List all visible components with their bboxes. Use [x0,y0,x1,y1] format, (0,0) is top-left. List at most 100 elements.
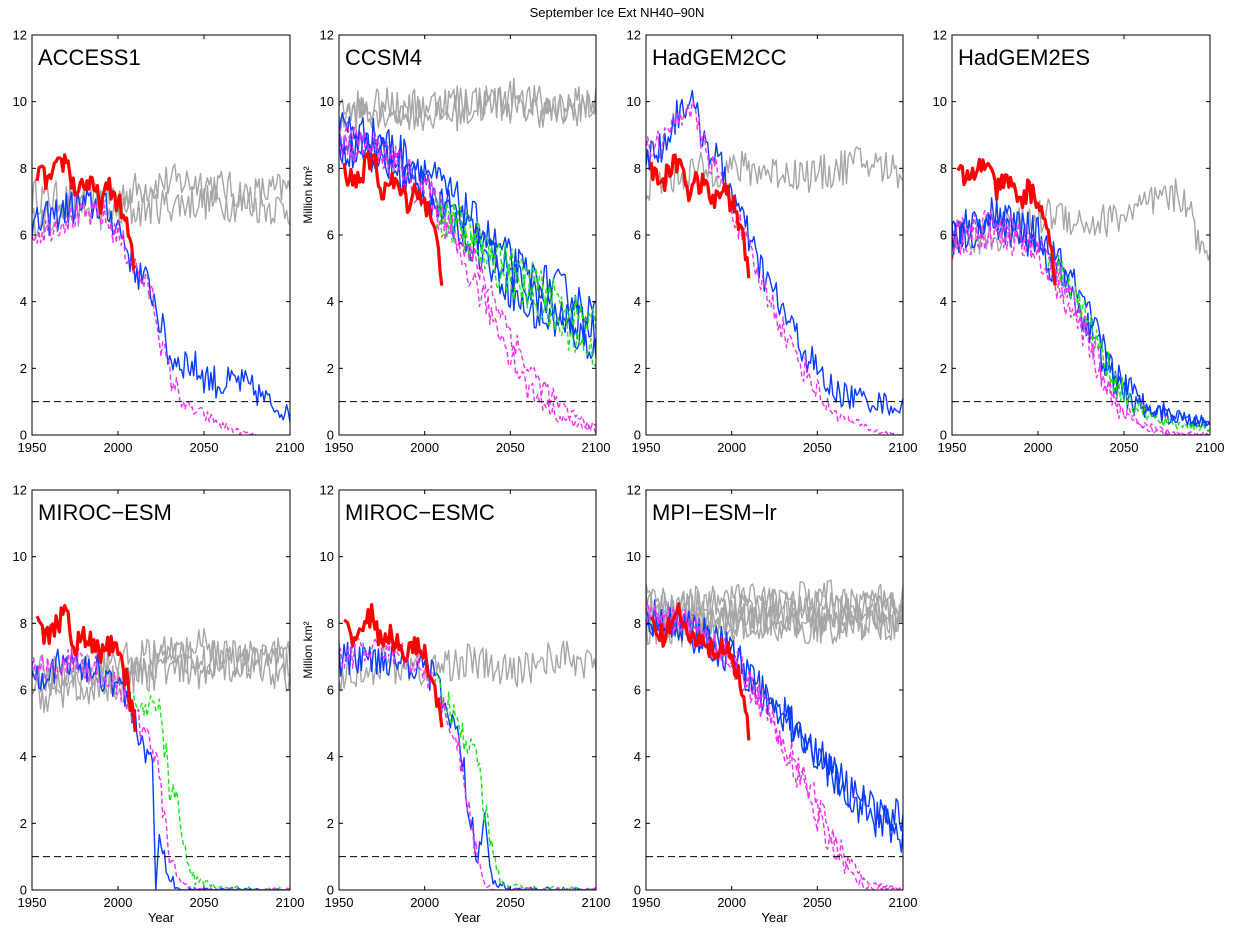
x-axis-label: Year [148,910,175,925]
rcp-green-line [434,192,596,333]
panel-0: 1950 2000 2050 2100 0 2 4 6 8 10 12 ACCESS1 [13,28,305,456]
axes-frame [645,34,904,436]
x-tick-label: 2000 [1024,440,1053,455]
observed-line [956,157,1057,286]
y-tick-label: 6 [327,228,334,243]
model-label: ACCESS1 [38,45,141,70]
rcp-magenta-line [646,100,903,435]
x-tick-label: 2100 [582,440,611,455]
x-tick-label: 1950 [325,440,354,455]
rcp-magenta-line [339,633,596,890]
figure-title: September Ice Ext NH40–90N [529,5,705,20]
x-tick-label: 2000 [104,895,133,910]
x-tick-label: 2050 [190,440,219,455]
y-tick-label: 0 [327,883,334,898]
y-tick-label: 8 [940,161,947,176]
control-line [952,178,1210,261]
observed-line [35,153,137,270]
rcp-magenta-line [646,600,903,890]
y-tick-label: 8 [327,161,334,176]
observed-line [35,604,137,733]
y-tick-label: 2 [327,361,334,376]
rcp-magenta-line [32,646,290,890]
plot-area [32,604,290,890]
rcp-solid-line [646,89,903,416]
y-tick-label: 8 [327,616,334,631]
y-tick-label: 4 [20,749,27,764]
y-tick-label: 4 [634,749,641,764]
y-tick-label: 0 [634,428,641,443]
y-tick-label: 8 [634,161,641,176]
panel-6: 1950 2000 2050 2100 0 2 4 6 8 10 12 MPI−ESM−lr Year [627,483,918,926]
rcp-green-line [434,208,596,368]
x-tick-label: 2050 [803,440,832,455]
control-line [339,77,596,133]
y-tick-label: 10 [320,94,334,109]
x-axis-label: Year [761,910,788,925]
rcp-solid-line [646,608,903,832]
y-tick-label: 8 [20,616,27,631]
y-axis-label: Million km² [301,166,315,223]
y-tick-label: 2 [634,816,641,831]
x-tick-label: 2000 [717,440,746,455]
y-tick-label: 10 [933,94,947,109]
panel-2: 1950 2000 2050 2100 0 2 4 6 8 10 12 HadGEM2CC [627,28,918,456]
y-tick-label: 10 [13,94,27,109]
axes-frame [645,489,904,891]
y-tick-label: 6 [327,683,334,698]
y-tick-label: 2 [940,361,947,376]
y-tick-label: 0 [20,428,27,443]
y-tick-label: 0 [634,883,641,898]
y-tick-label: 12 [627,28,641,43]
y-tick-label: 6 [20,228,27,243]
observed-line [342,151,444,286]
y-tick-label: 6 [940,228,947,243]
control-line [32,643,290,713]
x-tick-label: 2100 [582,895,611,910]
y-tick-label: 10 [13,549,27,564]
x-tick-label: 2050 [190,895,219,910]
rcp-solid-line [646,599,903,853]
x-tick-label: 1950 [325,895,354,910]
y-tick-label: 8 [634,616,641,631]
y-tick-label: 12 [627,483,641,498]
control-line [646,146,903,201]
rcp-magenta-line [646,606,903,890]
y-tick-label: 12 [13,28,27,43]
model-label: HadGEM2ES [958,45,1090,70]
observed-line [649,153,751,279]
y-tick-label: 8 [20,161,27,176]
plot-area [32,153,290,435]
panel-3: 1950 2000 2050 2100 0 2 4 6 8 10 12 HadGEM2ES [933,28,1225,456]
y-tick-label: 2 [634,361,641,376]
x-tick-label: 1950 [18,440,47,455]
model-label: HadGEM2CC [652,45,787,70]
y-tick-label: 6 [634,228,641,243]
model-label: MIROC−ESMC [345,500,495,525]
x-tick-label: 2100 [276,440,305,455]
control-line [646,588,903,634]
panel-4: 1950 2000 2050 2100 0 2 4 6 8 10 12 MIROC−ESM Year [13,483,305,926]
plot-area [339,77,596,434]
x-tick-label: 2100 [889,440,918,455]
x-tick-label: 2050 [496,440,525,455]
y-tick-label: 4 [940,294,947,309]
x-tick-label: 2050 [1110,440,1139,455]
y-tick-label: 0 [327,428,334,443]
x-axis-label: Year [454,910,481,925]
control-line [339,85,596,129]
y-tick-label: 12 [320,28,334,43]
rcp-magenta-line [952,219,1210,435]
y-tick-label: 0 [20,883,27,898]
y-tick-label: 6 [634,683,641,698]
model-label: MIROC−ESM [38,500,172,525]
rcp-magenta-line [339,134,596,434]
plot-area [952,157,1210,435]
y-axis-label: Million km² [301,621,315,678]
rcp-solid-line [32,648,290,890]
x-tick-label: 2000 [717,895,746,910]
x-tick-label: 2000 [104,440,133,455]
x-tick-label: 2000 [410,895,439,910]
y-tick-label: 12 [13,483,27,498]
model-label: CCSM4 [345,45,422,70]
